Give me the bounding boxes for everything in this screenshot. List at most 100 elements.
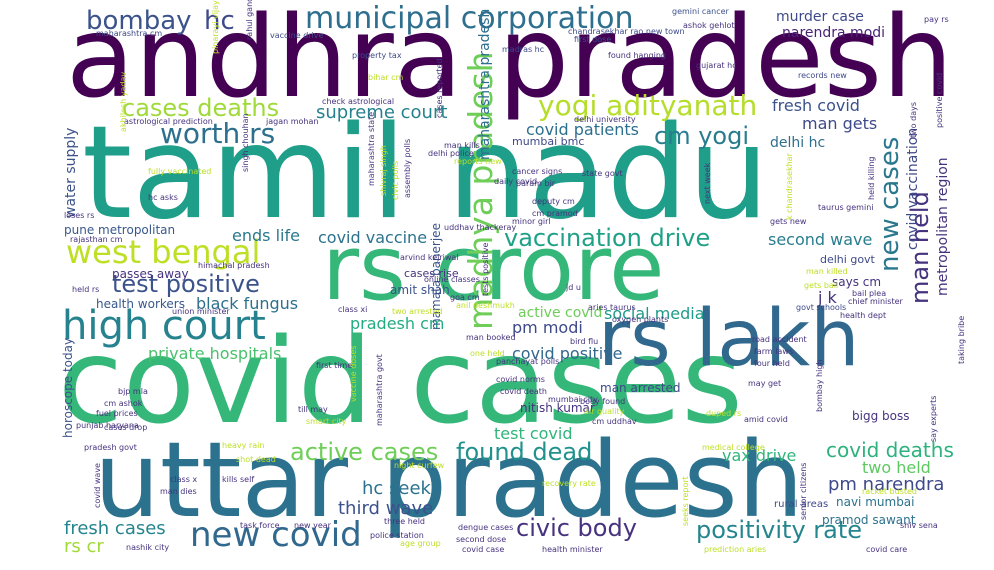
cloud-word: farm laws (754, 347, 794, 356)
cloud-word: heavy rain (222, 441, 265, 450)
cloud-word: new cases (875, 136, 905, 272)
cloud-word: cases rise (404, 267, 459, 280)
cloud-word: man dies (160, 487, 197, 496)
cloud-word: jd u (566, 283, 581, 292)
cloud-word: pradesh cm (350, 314, 445, 333)
cloud-word: covid wave (93, 463, 102, 508)
cloud-word: positivity rate (696, 516, 863, 544)
cloud-word: covid patients (526, 120, 640, 139)
cloud-word: shiv sena (900, 521, 938, 530)
cloud-word: positive covid (935, 72, 944, 128)
cloud-word: akhilesh yadav (119, 71, 128, 132)
cloud-word: bird flu (570, 337, 599, 346)
cloud-word: chandrasekhar rao new town (568, 27, 685, 36)
cloud-word: maharashtra govt (375, 354, 384, 426)
cloud-word: mumbai city (548, 395, 598, 404)
cloud-word: says cm (832, 275, 882, 289)
cloud-word: check astrological (322, 97, 395, 106)
cloud-word: rs cr (64, 536, 104, 557)
cloud-word: himachal pradesh (198, 261, 270, 270)
cloud-word: four held (754, 359, 790, 368)
cloud-word: two days (909, 102, 918, 138)
cloud-word: hc asks (148, 193, 178, 202)
cloud-word: two arrested (392, 307, 443, 316)
cloud-word: medical college (702, 443, 765, 452)
cloud-word: rajasthan cm (70, 235, 123, 244)
cloud-word: covid vaccination (905, 127, 921, 250)
cloud-word: madras hc (502, 45, 545, 54)
cloud-word: pune metropolitan (64, 223, 176, 237)
cloud-word: bail plea (852, 289, 887, 298)
cloud-word: covid positive (512, 344, 623, 363)
cloud-word: navi mumbai (836, 495, 915, 509)
cloud-word: smart city (306, 417, 347, 426)
cloud-word: new covid (190, 515, 362, 555)
cloud-word: pramod sawant (822, 513, 916, 527)
cloud-word: bombay (86, 6, 192, 36)
cloud-word: rahul gandhi (245, 0, 254, 40)
cloud-word: task force (240, 521, 280, 530)
cloud-word: covid care (866, 545, 908, 554)
cloud-word: anil deshmukh (456, 301, 515, 310)
cloud-word: delhi police (428, 149, 474, 158)
cloud-word: vax drive (722, 446, 797, 465)
cloud-word: vaccination drive (504, 224, 711, 252)
cloud-word: param bir (516, 179, 556, 188)
cloud-word: second wave (768, 230, 873, 249)
cloud-word: fuel prices (96, 409, 138, 418)
cloud-word: class xi (338, 305, 368, 314)
cloud-word: pinarayi vijayan (211, 0, 220, 54)
cloud-word: taurus gemini (818, 203, 874, 212)
cloud-word: bombay high (815, 359, 824, 412)
cloud-word: active covid (518, 305, 603, 321)
cloud-word: covid death (500, 387, 547, 396)
cloud-word: ashok gehlot (683, 21, 735, 30)
cloud-word: cases drop (104, 423, 148, 432)
cloud-word: amid covid (744, 415, 788, 424)
cloud-word: nashik city (126, 543, 170, 552)
cloud-word: narendra modi (782, 25, 886, 41)
cloud-word: arvind kejriwal (400, 253, 459, 262)
cloud-word: kills self (222, 475, 255, 484)
cloud-word: test covid (494, 424, 573, 443)
cloud-word: tests positive (481, 242, 490, 296)
cloud-word: property tax (352, 51, 402, 60)
cloud-word: health dept (840, 311, 887, 320)
cloud-word: cm yogi (654, 122, 749, 150)
cloud-word: taking bribe (957, 315, 966, 364)
cloud-word: health minister (542, 545, 603, 554)
cloud-word: second dose (456, 535, 507, 544)
cloud-word: supreme court (316, 102, 448, 123)
cloud-word: pm narendra (828, 474, 945, 495)
cloud-word: three held (384, 517, 425, 526)
cloud-word: civic polls (391, 160, 400, 200)
cloud-word: vaccine doses (349, 345, 358, 402)
cloud-word: delhi university (574, 115, 636, 124)
cloud-word: air quality (584, 407, 625, 416)
cloud-word: oxygen plants (612, 315, 669, 324)
cloud-word: covid case (462, 545, 505, 554)
cloud-word: pay rs (924, 15, 949, 24)
cloud-word: aries taurus (588, 303, 636, 312)
cloud-word: racket busted (862, 487, 917, 496)
cloud-word: gujarat hc (696, 61, 737, 70)
cloud-word: dengue cases (458, 523, 514, 532)
cloud-word: worth rs (160, 117, 276, 150)
cloud-word: pradesh govt (84, 443, 137, 452)
cloud-word: hc (204, 6, 235, 36)
cloud-word: records new (798, 71, 847, 80)
cloud-word: k chandrasekhar (785, 153, 794, 220)
cloud-word: duped rs (706, 409, 742, 418)
cloud-word: new year (294, 521, 331, 530)
cloud-word: civic body (516, 514, 637, 542)
cloud-word: police station (370, 531, 424, 540)
cloud-word: social media (604, 304, 705, 323)
cloud-word: nitish kumar (520, 401, 595, 415)
cloud-word: west bengal (66, 233, 261, 271)
cloud-word: gets new (770, 217, 807, 226)
cloud-word: rural areas (774, 499, 829, 510)
cloud-word: say experts (929, 395, 938, 442)
cloud-word: punjab haryana (76, 421, 139, 430)
cloud-word: murder case (776, 9, 864, 25)
